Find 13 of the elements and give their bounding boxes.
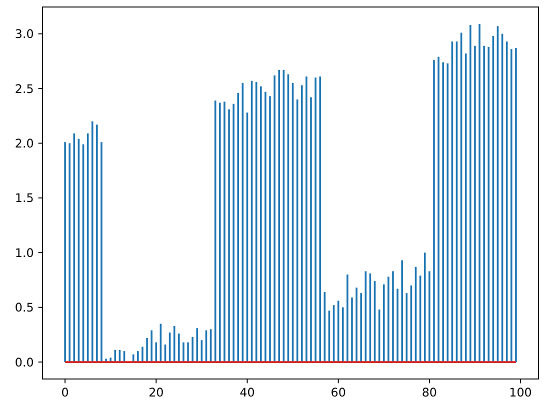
y-tick-label: 3.0 [14,27,34,42]
y-tick-label: 1.5 [14,191,34,206]
y-tick-label: 2.5 [14,82,34,96]
x-tick-label: 80 [422,386,437,400]
y-tick-label: 0.0 [14,355,34,370]
x-tick-label: 20 [148,386,164,400]
y-tick-label: 1.0 [14,246,34,260]
y-tick-label: 2.0 [14,136,34,150]
x-tick-label: 0 [61,386,69,400]
x-tick-label: 100 [509,386,532,400]
y-tick-label: 0.5 [14,300,34,315]
x-tick-label: 40 [240,386,255,400]
x-tick-label: 60 [330,386,346,400]
